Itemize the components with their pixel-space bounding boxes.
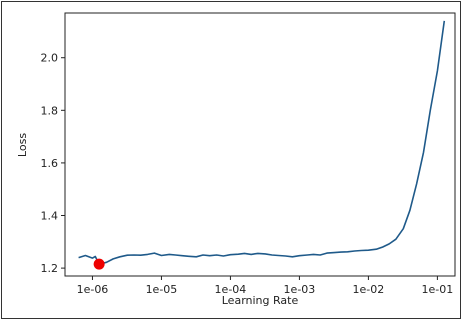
plot-area xyxy=(64,12,456,277)
x-tick-label: 1e-02 xyxy=(353,283,385,296)
x-tick-label: 1e-05 xyxy=(146,283,178,296)
y-tick-label: 1.2 xyxy=(41,262,59,275)
x-tick-label: 1e-03 xyxy=(284,283,316,296)
y-tick-label: 2.0 xyxy=(41,52,59,65)
x-tick-label: 1e-04 xyxy=(215,283,247,296)
chart-frame: 1.2 1.4 1.6 1.8 2.0 1e-06 1e-05 1e-04 1e-03 1e-0… xyxy=(1,1,461,319)
y-axis-label: Loss xyxy=(16,133,29,157)
x-axis-ticks: 1e-06 1e-05 1e-04 1e-03 1e-02 1e-01 xyxy=(77,276,454,296)
x-tick-label: 1e-01 xyxy=(422,283,454,296)
loss-vs-learning-rate-chart: 1.21.41.61.82.0 1e-06 1e-05 1e-04 1e-03 1e-0… xyxy=(16,12,456,307)
loss-series-line xyxy=(78,20,446,265)
x-axis-label: Learning Rate xyxy=(222,294,299,307)
y-tick-label: 1.4 xyxy=(41,210,59,223)
x-tick-label: 1e-06 xyxy=(77,283,109,296)
y-axis-ticks: 1.2 1.4 1.6 1.8 2.0 xyxy=(41,52,65,275)
y-tick-label: 1.8 xyxy=(41,104,59,117)
suggested-lr-marker xyxy=(93,258,105,270)
y-tick-label: 1.6 xyxy=(41,157,59,170)
